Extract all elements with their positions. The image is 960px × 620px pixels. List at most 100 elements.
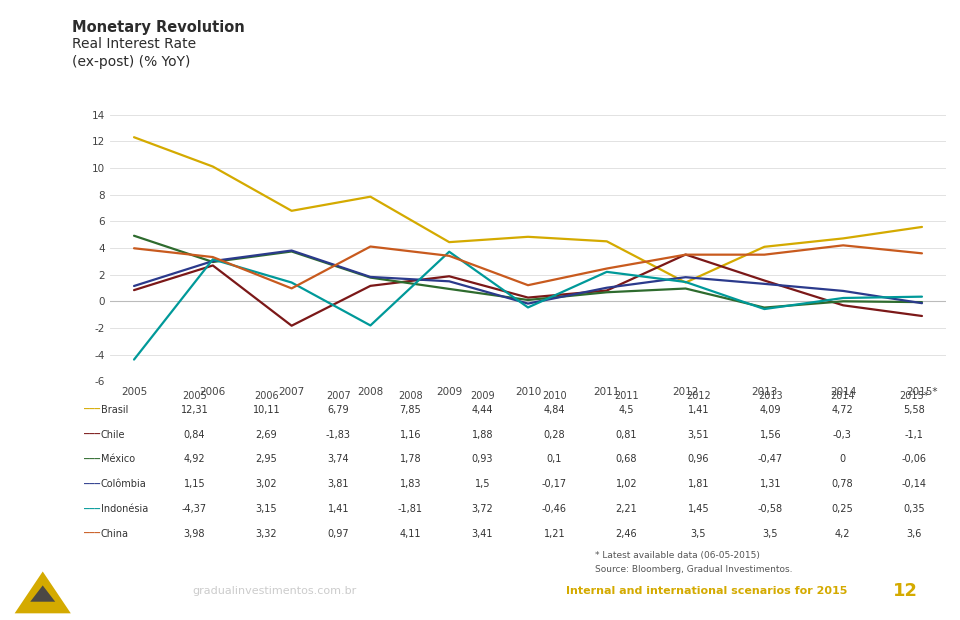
Text: 0,35: 0,35 — [903, 504, 925, 514]
Text: ———: ——— — [84, 455, 100, 464]
Text: Colômbia: Colômbia — [101, 479, 147, 489]
Text: 4,84: 4,84 — [543, 405, 565, 415]
Text: 2010: 2010 — [542, 391, 566, 401]
Text: 12,31: 12,31 — [180, 405, 208, 415]
Text: 2014: 2014 — [830, 391, 854, 401]
Text: 0: 0 — [839, 454, 846, 464]
Text: -1,83: -1,83 — [325, 430, 351, 440]
Text: 2,21: 2,21 — [615, 504, 637, 514]
Text: 1,56: 1,56 — [759, 430, 781, 440]
Text: China: China — [101, 529, 129, 539]
Text: 4,11: 4,11 — [399, 529, 421, 539]
Text: Brasil: Brasil — [101, 405, 129, 415]
Text: 0,97: 0,97 — [327, 529, 349, 539]
Text: 3,74: 3,74 — [327, 454, 349, 464]
Text: 3,02: 3,02 — [255, 479, 277, 489]
Text: 4,72: 4,72 — [831, 405, 853, 415]
Text: 3,41: 3,41 — [471, 529, 493, 539]
Text: 1,78: 1,78 — [399, 454, 421, 464]
Text: 7,85: 7,85 — [399, 405, 421, 415]
Text: Monetary Revolution: Monetary Revolution — [72, 20, 245, 35]
Text: 6,79: 6,79 — [327, 405, 349, 415]
Text: 0,81: 0,81 — [615, 430, 637, 440]
Text: ———: ——— — [84, 480, 100, 489]
Text: -0,17: -0,17 — [541, 479, 567, 489]
Text: -0,14: -0,14 — [901, 479, 927, 489]
Text: INVESTIMENTOS: INVESTIMENTOS — [89, 597, 152, 606]
Text: 3,15: 3,15 — [255, 504, 277, 514]
Text: ———: ——— — [84, 430, 100, 439]
Text: 2009: 2009 — [470, 391, 494, 401]
Text: ———: ——— — [84, 405, 100, 414]
Text: 2005: 2005 — [182, 391, 206, 401]
Text: 0,96: 0,96 — [687, 454, 709, 464]
Text: México: México — [101, 454, 135, 464]
Text: 1,41: 1,41 — [687, 405, 709, 415]
Polygon shape — [14, 572, 71, 613]
Text: 3,98: 3,98 — [183, 529, 205, 539]
Text: 3,6: 3,6 — [906, 529, 923, 539]
Text: 0,68: 0,68 — [615, 454, 637, 464]
Text: -4,37: -4,37 — [181, 504, 207, 514]
Text: 12: 12 — [893, 582, 918, 600]
Text: 1,21: 1,21 — [543, 529, 565, 539]
Text: 0,84: 0,84 — [183, 430, 205, 440]
Text: 4,09: 4,09 — [759, 405, 781, 415]
Text: 1,83: 1,83 — [399, 479, 421, 489]
Text: 4,5: 4,5 — [618, 405, 635, 415]
Text: -0,06: -0,06 — [901, 454, 927, 464]
Text: 0,28: 0,28 — [543, 430, 565, 440]
Text: 10,11: 10,11 — [252, 405, 280, 415]
Text: 1,5: 1,5 — [474, 479, 491, 489]
Text: 3,51: 3,51 — [687, 430, 709, 440]
Text: 3,5: 3,5 — [762, 529, 779, 539]
Text: * Latest available data (06-05-2015): * Latest available data (06-05-2015) — [595, 551, 760, 560]
Text: 3,72: 3,72 — [471, 504, 493, 514]
Text: 1,81: 1,81 — [687, 479, 709, 489]
Text: Chile: Chile — [101, 430, 126, 440]
Text: 2,46: 2,46 — [615, 529, 637, 539]
Text: Indonésia: Indonésia — [101, 504, 148, 514]
Text: 2012: 2012 — [686, 391, 710, 401]
Text: 2,95: 2,95 — [255, 454, 277, 464]
Text: ———: ——— — [84, 505, 100, 513]
Text: ———: ——— — [84, 529, 100, 538]
Text: 4,2: 4,2 — [834, 529, 851, 539]
Text: -0,47: -0,47 — [757, 454, 783, 464]
Text: -1,81: -1,81 — [397, 504, 423, 514]
Text: 1,41: 1,41 — [327, 504, 349, 514]
Text: 1,45: 1,45 — [687, 504, 709, 514]
Text: 3,81: 3,81 — [327, 479, 349, 489]
Text: 2013: 2013 — [758, 391, 782, 401]
Text: gradualinvestimentos.com.br: gradualinvestimentos.com.br — [192, 586, 356, 596]
Text: -0,3: -0,3 — [833, 430, 852, 440]
Text: -1,1: -1,1 — [905, 430, 924, 440]
Text: Real Interest Rate
(ex-post) (% YoY): Real Interest Rate (ex-post) (% YoY) — [72, 37, 196, 69]
Text: 3,5: 3,5 — [690, 529, 707, 539]
Text: Internal and international scenarios for 2015: Internal and international scenarios for… — [566, 586, 848, 596]
Text: 2008: 2008 — [398, 391, 422, 401]
Text: -0,46: -0,46 — [541, 504, 567, 514]
Text: 1,02: 1,02 — [615, 479, 637, 489]
Text: 1,15: 1,15 — [183, 479, 205, 489]
Text: 1,16: 1,16 — [399, 430, 421, 440]
Text: 3,32: 3,32 — [255, 529, 277, 539]
Text: 2006: 2006 — [254, 391, 278, 401]
Text: 4,92: 4,92 — [183, 454, 205, 464]
Text: 0,25: 0,25 — [831, 504, 853, 514]
Polygon shape — [31, 585, 56, 601]
Text: Source: Bloomberg, Gradual Investimentos.: Source: Bloomberg, Gradual Investimentos… — [595, 565, 793, 574]
Text: 5,58: 5,58 — [903, 405, 925, 415]
Text: 0,1: 0,1 — [546, 454, 563, 464]
Text: GRADUAL: GRADUAL — [89, 575, 145, 585]
Text: -0,58: -0,58 — [757, 504, 783, 514]
Text: 0,78: 0,78 — [831, 479, 853, 489]
Text: 2011: 2011 — [614, 391, 638, 401]
Text: 2015*: 2015* — [900, 391, 929, 401]
Text: 1,31: 1,31 — [759, 479, 781, 489]
Text: 2,69: 2,69 — [255, 430, 277, 440]
Text: 1,88: 1,88 — [471, 430, 493, 440]
Text: 0,93: 0,93 — [471, 454, 493, 464]
Text: 4,44: 4,44 — [471, 405, 493, 415]
Text: 2007: 2007 — [326, 391, 350, 401]
